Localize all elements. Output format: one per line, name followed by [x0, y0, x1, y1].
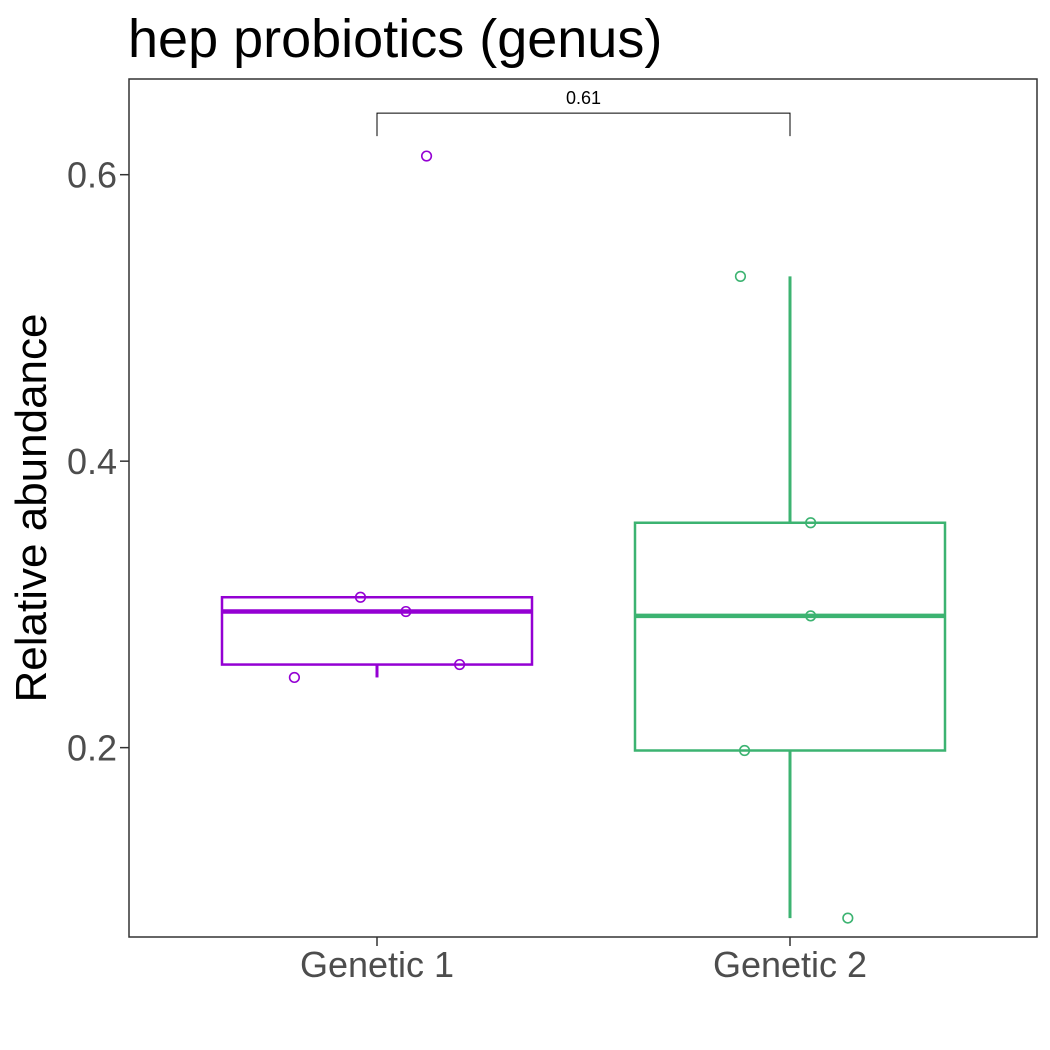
plot-panel: [128, 78, 1038, 938]
x-tick-label: Genetic 1: [300, 944, 454, 985]
data-point: [420, 150, 433, 162]
y-tick-label: 0.6: [67, 155, 117, 196]
data-point: [734, 270, 747, 282]
data-point: [842, 912, 854, 924]
comparison-bracket: 0.61: [376, 88, 791, 137]
data-point: [454, 658, 466, 671]
data-point: [805, 517, 817, 529]
data-point: [288, 671, 301, 684]
data-point: [400, 605, 412, 618]
chart-title: hep probiotics (genus): [128, 9, 662, 69]
p-value-label: 0.61: [566, 88, 601, 108]
data-point: [738, 744, 751, 757]
boxes-layer: [220, 276, 947, 919]
y-axis: 0.2 0.4 0.6: [67, 155, 129, 769]
box-group: [633, 276, 947, 919]
y-tick-label: 0.2: [67, 728, 117, 769]
x-axis: Genetic 1 Genetic 2: [300, 937, 867, 985]
y-tick-label: 0.4: [67, 441, 117, 482]
box-group: [220, 595, 534, 678]
box-iqr: [633, 521, 947, 752]
data-point: [805, 610, 817, 622]
data-point: [354, 591, 367, 603]
points-layer: [288, 150, 854, 924]
box-iqr: [220, 595, 534, 666]
y-axis-label: Relative abundance: [7, 314, 56, 703]
bracket-line: [376, 112, 791, 137]
x-tick-label: Genetic 2: [713, 944, 867, 985]
